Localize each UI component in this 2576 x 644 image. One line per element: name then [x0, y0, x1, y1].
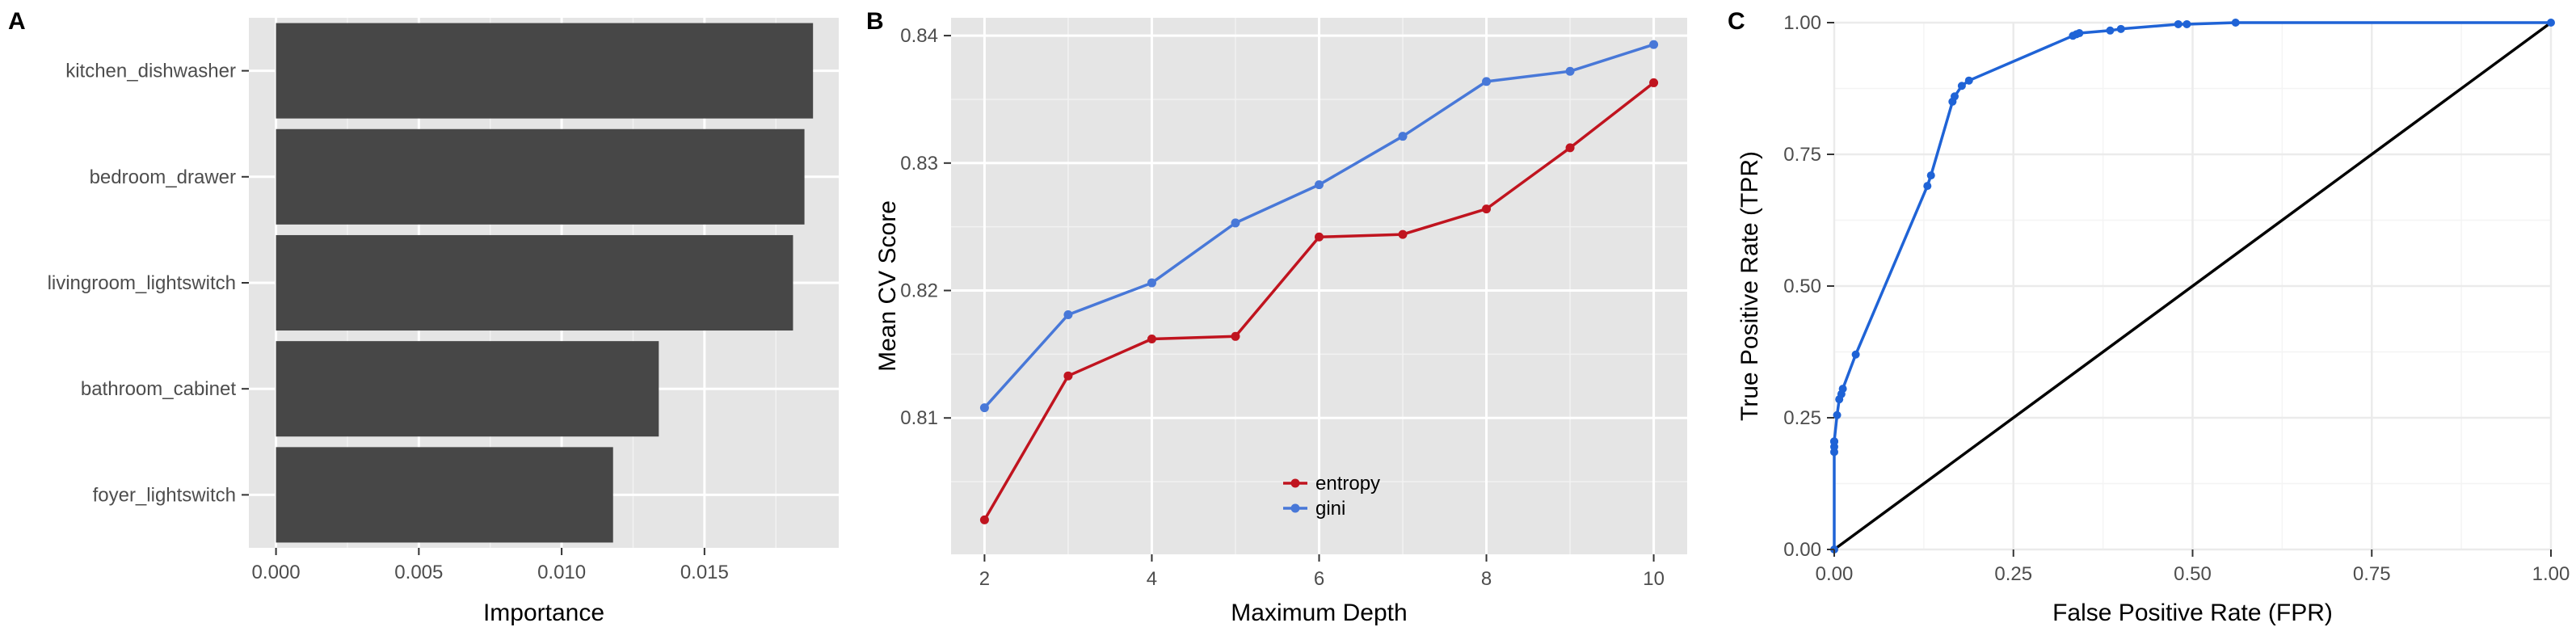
bar-kitchen-dishwasher	[276, 23, 814, 119]
bar-bathroom-cabinet	[276, 341, 659, 437]
panel-a-tag: A	[8, 8, 26, 35]
data-point-gini	[1398, 132, 1408, 141]
panel-a-y-tick-label: bedroom_drawer	[90, 166, 236, 188]
legend-key-point-entropy	[1290, 478, 1300, 488]
panel-c: C 0.00 0.25 0.50 0.75 1.00 0.00 0.25 0.50 0.75 1.…	[1728, 8, 2570, 626]
panel-c-tag: C	[1728, 8, 1745, 35]
panel-a-y-tick-label: kitchen_dishwasher	[65, 61, 236, 82]
data-point-entropy	[1063, 371, 1073, 381]
roc-data-point	[1957, 82, 1966, 90]
data-point-entropy	[1482, 204, 1492, 214]
panel-c-y-tick-label: 0.75	[1783, 144, 1821, 166]
panel-a-y-tick-label: livingroom_lightswitch	[48, 272, 236, 294]
data-point-gini	[1649, 40, 1659, 49]
bar-bedroom-drawer	[276, 128, 805, 225]
panel-a-x-tick-label: 0.015	[680, 562, 729, 583]
data-point-entropy	[979, 515, 989, 524]
roc-data-point	[1926, 171, 1935, 180]
panel-c-x-tick-label: 1.00	[2532, 563, 2570, 585]
roc-data-point	[1833, 410, 1842, 419]
panel-b-y-axis-title: Mean CV Score	[874, 200, 901, 372]
roc-data-point	[2116, 24, 2125, 33]
panel-b-y-tick-label: 0.84	[900, 25, 938, 47]
legend-label-gini: gini	[1315, 498, 1345, 520]
data-point-entropy	[1315, 232, 1324, 242]
panel-a-x-tick-label: 0.010	[537, 562, 586, 583]
panel-b-y-tick-label: 0.81	[900, 407, 938, 429]
panel-a-y-tick-label: foyer_lightswitch	[93, 484, 236, 506]
panel-c-x-tick-label: 0.75	[2353, 563, 2391, 585]
panel-a: A kitchen_dishwasher bedroom_drawerliving…	[8, 8, 839, 626]
data-point-entropy	[1398, 229, 1408, 239]
panel-a-y-tick-label: bathroom_cabinet	[81, 378, 236, 400]
data-point-gini	[1147, 278, 1156, 288]
panel-b-x-tick-label: 6	[1314, 568, 1324, 590]
panel-b-tag: B	[866, 8, 884, 35]
data-point-gini	[1231, 218, 1240, 228]
chance-diagonal-line	[1833, 21, 2553, 551]
roc-data-point	[1830, 437, 1838, 446]
panel-b-y-tick-label: 0.83	[900, 153, 938, 175]
panel-b-y-tick-label: 0.82	[900, 280, 938, 302]
panel-a-x-tick-label: 0.005	[394, 562, 443, 583]
panel-c-y-tick-label: 1.00	[1783, 12, 1821, 34]
data-point-gini	[979, 403, 989, 413]
panel-a-x-tick-label: 0.000	[252, 562, 301, 583]
roc-data-point	[1923, 182, 1932, 191]
legend-key-point-gini	[1290, 503, 1300, 513]
panel-b-x-tick-label: 10	[1643, 568, 1665, 590]
panel-c-y-tick-label: 0.25	[1783, 407, 1821, 429]
roc-data-point	[2075, 29, 2084, 38]
panel-c-x-tick-label: 0.50	[2174, 563, 2212, 585]
bar-livingroom-lightswitch	[276, 234, 793, 331]
roc-data-point	[2547, 19, 2555, 27]
roc-data-point	[1851, 350, 1860, 359]
roc-data-point	[1964, 76, 1973, 85]
data-point-gini	[1315, 180, 1324, 190]
data-point-entropy	[1231, 331, 1240, 341]
panel-c-y-tick-label: 0.50	[1783, 276, 1821, 297]
roc-data-point	[1951, 92, 1959, 101]
data-point-gini	[1063, 309, 1073, 319]
roc-data-point	[2231, 19, 2240, 27]
panel-c-x-tick-label: 0.25	[1994, 563, 2032, 585]
legend-label-entropy: entropy	[1315, 473, 1380, 495]
panel-a-x-axis-title: Importance	[483, 600, 604, 626]
panel-b-x-tick-label: 2	[979, 568, 990, 590]
panel-c-x-tick-label: 0.00	[1816, 563, 1854, 585]
panel-c-y-tick-label: 0.00	[1783, 539, 1821, 561]
roc-data-point	[2174, 19, 2182, 28]
roc-data-point	[2106, 26, 2115, 35]
data-point-gini	[1482, 77, 1492, 86]
data-point-gini	[1565, 66, 1575, 76]
roc-data-point	[1838, 385, 1847, 394]
panel-b-x-axis-title: Maximum Depth	[1231, 600, 1407, 626]
panel-b-x-tick-label: 4	[1147, 568, 1157, 590]
panel-b-x-tick-label: 8	[1481, 568, 1492, 590]
data-point-entropy	[1147, 334, 1156, 343]
panel-c-y-axis-title: True Positive Rate (TPR)	[1736, 151, 1763, 421]
roc-data-point	[2182, 19, 2191, 28]
data-point-entropy	[1565, 143, 1575, 153]
panel-c-x-axis-title: False Positive Rate (FPR)	[2052, 600, 2333, 626]
panel-b: B 2 4 6 8 10 0.81 0.82 0.83 0.84 Maximum Depth Mea…	[866, 8, 1687, 626]
bar-foyer-lightswitch	[276, 447, 613, 543]
data-point-entropy	[1649, 78, 1659, 87]
